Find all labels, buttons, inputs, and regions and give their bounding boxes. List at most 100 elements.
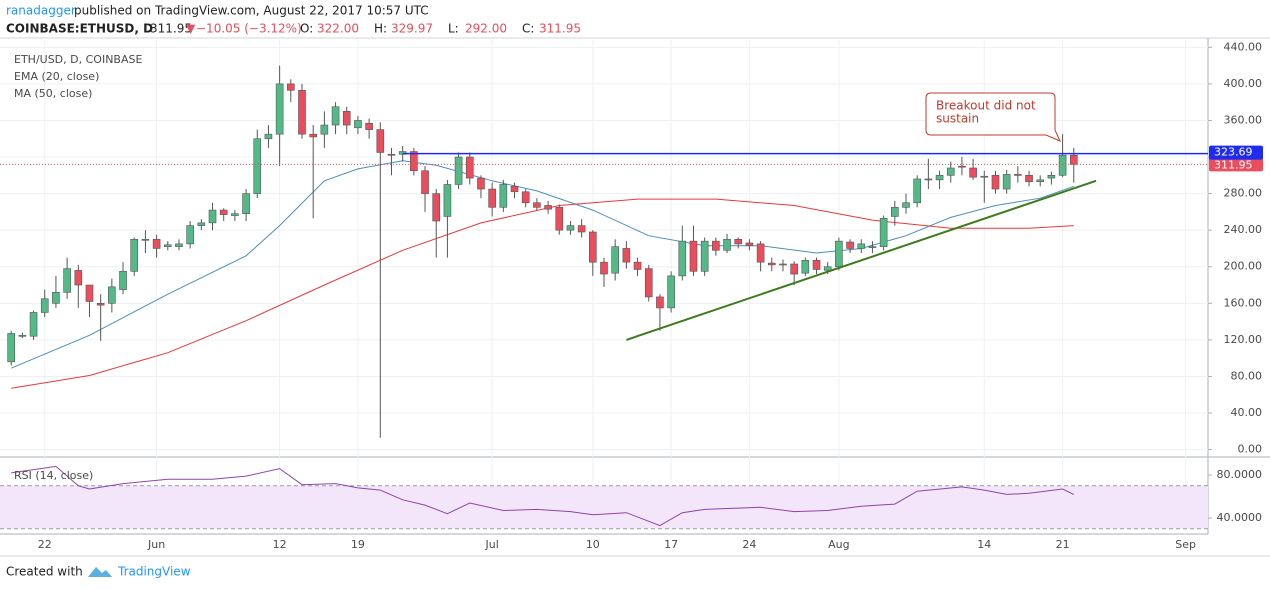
candle-body [734,239,743,245]
logo[interactable] [88,567,112,577]
candle-body [823,266,832,271]
indicator-line [11,160,1074,369]
y-tick-label: 80.00 [1231,369,1263,382]
candle-body [1014,174,1022,176]
candle-body [85,284,94,302]
y-tick-label: 360.00 [1224,113,1263,126]
candle-body [130,239,139,272]
y-tick-label: 40.00 [1231,406,1263,419]
candle-body [678,240,687,277]
candle-body [354,120,362,129]
annotation-text: Breakout did not [936,99,1036,113]
ohlc-key: H: [374,22,387,36]
candle-body [980,175,989,178]
candle-body [835,240,843,268]
candle-body [219,209,228,215]
candle-body [186,225,194,245]
y-tick-label: 240.00 [1224,223,1263,236]
x-tick-label: 17 [664,538,678,551]
candle-body [801,260,810,274]
candle-body [689,240,698,272]
candle-body [510,185,519,193]
candle-body [790,263,798,275]
candle-body [1069,154,1078,165]
candle-body [946,167,955,176]
candle-body [365,122,373,130]
candle-body [208,209,217,224]
ohlc-key: L: [448,22,459,36]
candle-body [432,193,441,222]
ohlc-value: 292.00 [465,22,507,36]
footer-text: Created with [6,565,83,579]
candle-body [309,133,317,138]
legend-entry: ETH/USD, D, COINBASE [14,53,142,66]
candle-body [197,222,206,226]
candle-body [656,296,664,309]
horizontal-line-label: 323.69 [1214,146,1253,159]
candle-body [376,129,385,153]
y-tick-label: 40.0000 [1217,511,1263,524]
candle-body [622,248,631,263]
candle-body [756,243,765,263]
candle-body [1047,175,1056,179]
candle-body [611,246,619,274]
candle-body [242,193,250,215]
candle-body [63,268,71,293]
candle-body [454,156,463,185]
y-tick-label: 160.00 [1224,296,1263,309]
ohlc-key: C: [522,22,534,36]
callout [925,92,1061,142]
ohlc-value: 322.00 [317,22,359,36]
y-tick-label: 80.0000 [1217,468,1263,481]
candle-body [712,240,720,251]
candle-body [29,312,38,337]
candle-body [253,138,262,194]
legend-entry: EMA (20, close) [14,70,99,83]
candle-body [924,178,933,181]
candle-body [52,292,60,304]
candle-body [465,156,474,179]
candle-body [913,178,921,204]
candle-body [18,335,27,337]
x-tick-label: 14 [977,538,991,551]
annotation-text: sustain [936,112,979,126]
x-tick-label: 12 [273,538,287,551]
change: −10.05 (−3.12%) [196,22,302,36]
x-tick-label: 22 [38,538,52,551]
ohlc-value: 329.97 [391,22,433,36]
candle-body [40,298,49,313]
footer-brand[interactable]: TradingView [117,565,191,579]
candle-body [477,177,485,190]
candle-body [1025,175,1033,183]
candle-body [175,243,183,247]
candle-body [544,205,552,210]
candle-body [667,275,675,309]
candle-body [723,239,731,251]
candle-body [488,188,496,208]
candle-body [991,175,1000,190]
y-tick-label: 200.00 [1224,260,1263,273]
candle-body [745,242,754,247]
candle-body [287,83,295,91]
candle-body [1036,179,1045,183]
y-tick-label: 0.00 [1238,443,1263,456]
candle-body [555,207,564,231]
candle-body [935,175,944,181]
x-tick-label: 19 [351,538,365,551]
candle-body [119,271,127,290]
candle-body [1002,174,1011,190]
candle-body [846,241,854,249]
candle-body [577,225,586,233]
candle-body [7,333,15,363]
candle-body [108,286,116,304]
y-tick-label: 120.00 [1224,333,1263,346]
candle-body [633,261,642,270]
candle-body [521,191,530,204]
candle-body [857,243,866,249]
author[interactable]: ranadagger [6,4,76,18]
candle-body [958,165,966,168]
candle-body [533,202,541,208]
published: published on TradingView.com, August 22,… [74,4,429,18]
candle-body [589,231,597,263]
candle-body [868,246,877,248]
